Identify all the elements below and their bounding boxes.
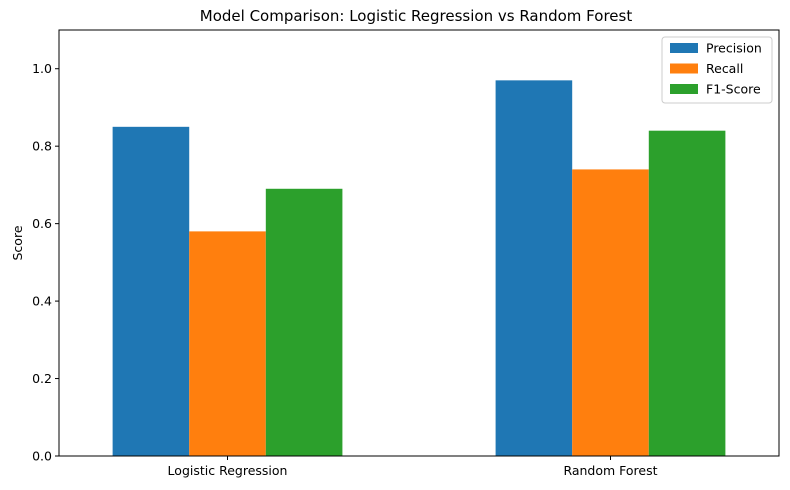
legend: Precision Recall F1-Score [661, 36, 773, 104]
y-tick-label: 0.0 [32, 449, 52, 464]
y-tick-label: 1.0 [32, 61, 52, 76]
legend-swatch [670, 63, 698, 74]
y-tick-label: 0.2 [32, 371, 52, 386]
chart-title: Model Comparison: Logistic Regression vs… [200, 7, 633, 25]
x-tick-label: Logistic Regression [168, 463, 288, 478]
bar-recall-1 [572, 169, 649, 457]
y-tick-label: 0.6 [32, 216, 52, 231]
legend-swatch [670, 84, 698, 94]
y-tick-label: 0.8 [32, 139, 52, 154]
y-axis-label: Score [10, 225, 25, 260]
y-tick-label: 0.4 [32, 294, 52, 309]
plot-area: 0.0 0.2 0.4 0.6 0.8 1.0 Logistic Regression Ran… [32, 29, 780, 478]
bar-precision-0 [112, 126, 190, 456]
legend-label: Precision [706, 41, 762, 56]
legend-label: Recall [706, 61, 743, 76]
bar-recall-0 [189, 231, 266, 456]
legend-swatch [670, 43, 698, 53]
bar-f1-score-0 [265, 188, 343, 456]
bar-f1-score-1 [648, 130, 726, 456]
legend-label: F1-Score [706, 82, 761, 97]
bar-precision-1 [495, 80, 573, 456]
axes-frame [58, 29, 780, 457]
x-tick-label: Random Forest [563, 463, 657, 478]
